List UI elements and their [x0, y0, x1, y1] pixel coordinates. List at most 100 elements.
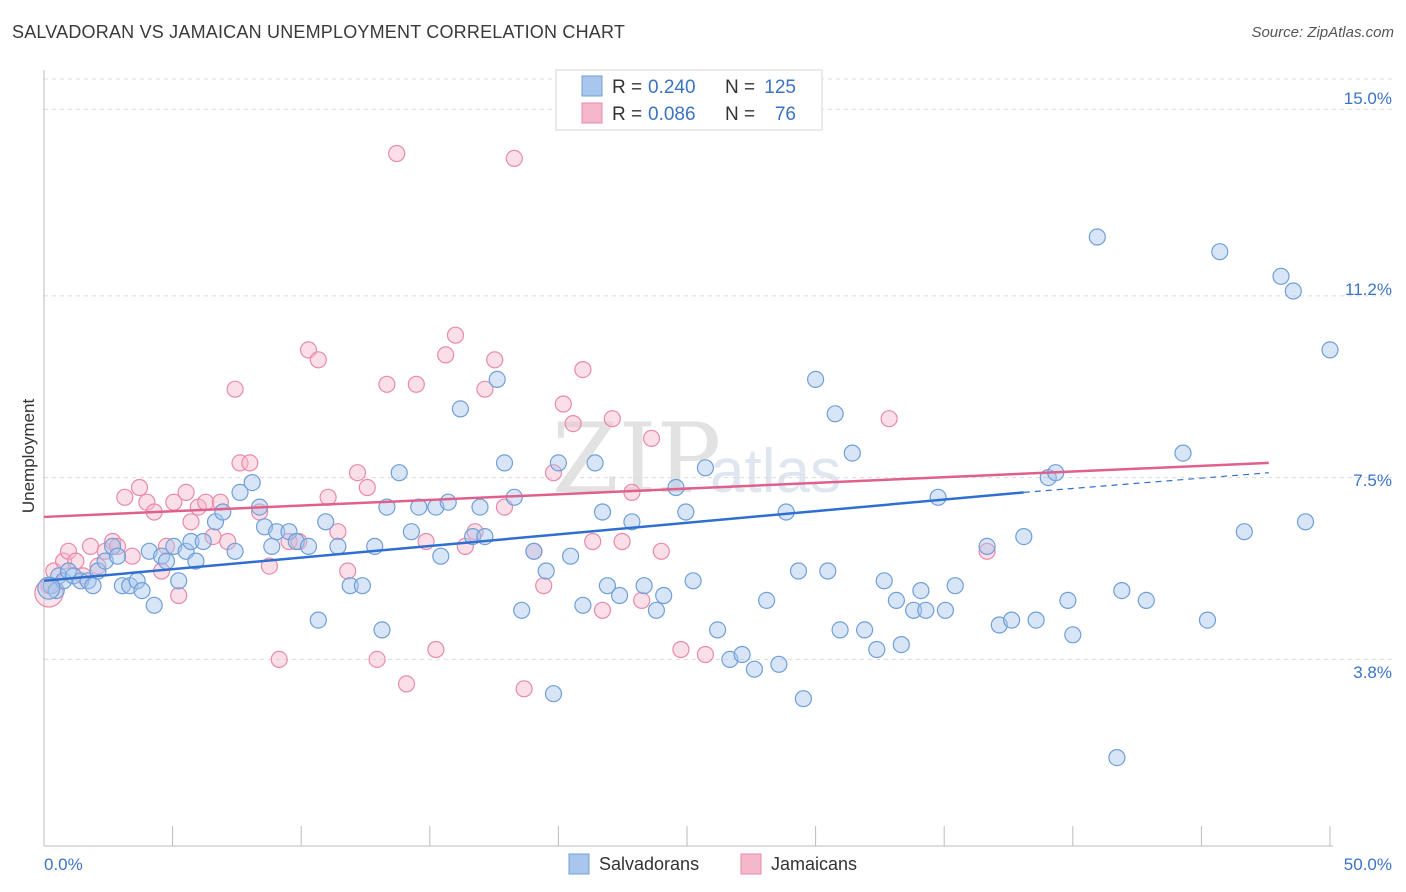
- y-tick-15: 15.0%: [1344, 89, 1392, 108]
- salvadorans-point: [561, 547, 580, 565]
- salvadorans-point: [647, 601, 666, 619]
- salvadorans-point: [770, 655, 788, 673]
- salvadorans-point: [904, 601, 923, 619]
- salvadorans-point: [145, 596, 163, 614]
- salvadorans-point: [108, 547, 127, 565]
- salvadorans-point: [471, 498, 489, 516]
- salvadorans-point: [451, 400, 469, 418]
- salvadorans-point: [1002, 611, 1021, 629]
- salvadorans-point: [182, 532, 200, 551]
- salvadorans-point: [1174, 444, 1192, 462]
- salvadorans-point: [929, 488, 947, 506]
- salvadorans-point: [1015, 527, 1033, 546]
- salvadorans-point: [574, 596, 592, 614]
- salvadorans-point: [309, 611, 327, 629]
- y-tick-11-2: 11.2%: [1345, 280, 1392, 299]
- salvadorans-point: [525, 542, 543, 560]
- jamaicans-point: [329, 523, 347, 541]
- jamaicans-point: [407, 375, 425, 393]
- salvadorans-point: [875, 572, 893, 590]
- jamaicans-point: [397, 675, 416, 693]
- jamaicans-point: [130, 478, 149, 497]
- jamaicans-point: [515, 680, 533, 698]
- salvadorans-point: [667, 478, 685, 497]
- salvadorans-point: [912, 581, 930, 600]
- salvadorans-point: [1113, 581, 1131, 600]
- salvadorans-point: [806, 370, 825, 388]
- legend-swatch-blue: [581, 75, 603, 97]
- salvadorans-point-large: [37, 576, 61, 600]
- jamaicans-point: [446, 326, 465, 344]
- salvadorans-point: [610, 586, 629, 605]
- legend-n-value-1: 125: [764, 77, 796, 98]
- chart-title: SALVADORAN VS JAMAICAN UNEMPLOYMENT CORR…: [12, 22, 626, 42]
- salvadorans-point: [1027, 611, 1045, 629]
- salvadorans-points: [37, 228, 1339, 767]
- salvadorans-point: [103, 537, 122, 556]
- jamaicans-point: [348, 464, 367, 482]
- salvadorans-point: [868, 640, 886, 659]
- jamaicans-point: [672, 640, 690, 659]
- salvadorans-point: [789, 562, 808, 580]
- salvadorans-point: [684, 572, 702, 590]
- jamaicans-point: [564, 415, 582, 433]
- salvadorans-point: [1064, 626, 1082, 644]
- salvadorans-point: [226, 542, 244, 560]
- y-tick-3-8: 3.8%: [1353, 663, 1392, 682]
- salvadorans-point: [635, 577, 653, 595]
- salvadorans-point: [432, 547, 450, 565]
- salvadorans-point: [488, 370, 506, 388]
- salvadorans-point: [410, 498, 428, 516]
- x-tick-right: 50.0%: [1344, 855, 1392, 874]
- bottom-legend-swatch-pink: [740, 853, 762, 875]
- y-axis-title: Unemployment: [19, 399, 38, 514]
- legend-r-label-2: R =: [612, 104, 642, 125]
- salvadorans-trend-extension: [1023, 472, 1269, 493]
- jamaicans-point: [170, 586, 188, 605]
- jamaicans-point: [226, 380, 244, 398]
- bottom-legend-swatch-blue: [568, 853, 590, 875]
- salvadorans-point: [353, 577, 371, 595]
- salvadorans-point: [513, 601, 531, 619]
- salvadorans-point: [677, 503, 695, 521]
- salvadorans-point: [329, 537, 347, 556]
- salvadorans-point: [733, 645, 751, 664]
- jamaicans-point: [603, 410, 621, 428]
- salvadorans-point: [855, 621, 874, 639]
- salvadorans-point: [623, 513, 641, 531]
- jamaicans-point: [123, 547, 141, 565]
- salvadorans-point: [390, 464, 408, 482]
- legend-n-value-2: 76: [775, 104, 796, 125]
- legend-n-label-2: N =: [725, 104, 755, 125]
- salvadorans-point: [794, 690, 813, 708]
- x-axis-ticks: [43, 826, 1331, 846]
- salvadorans-point: [978, 537, 996, 556]
- salvadorans-point: [231, 483, 249, 501]
- salvadorans-point: [1211, 243, 1229, 261]
- jamaicans-point: [339, 562, 357, 580]
- salvadorans-point: [170, 572, 188, 590]
- salvadorans-point: [831, 621, 849, 639]
- salvadorans-point: [745, 660, 764, 678]
- jamaicans-point: [544, 464, 563, 482]
- jamaicans-point: [880, 410, 898, 428]
- salvadorans-point: [892, 635, 910, 654]
- salvadorans-point: [214, 503, 232, 521]
- salvadorans-point: [341, 577, 359, 595]
- jamaicans-point: [437, 346, 455, 364]
- legend-swatch-pink: [581, 102, 603, 124]
- jamaicans-trend-line: [43, 461, 1269, 519]
- salvadorans-point: [1296, 513, 1315, 531]
- salvadorans-point: [317, 513, 335, 531]
- salvadorans-point: [887, 591, 906, 610]
- jamaicans-point: [368, 650, 386, 669]
- jamaicans-point: [593, 601, 612, 619]
- salvadorans-point: [1272, 267, 1290, 285]
- salvadorans-point: [777, 503, 795, 521]
- jamaicans-point: [388, 144, 406, 163]
- jamaicans-point: [554, 395, 572, 413]
- salvadorans-point: [299, 537, 318, 556]
- legend-r-value-1: 0.240: [648, 77, 696, 98]
- jamaicans-point: [633, 591, 651, 610]
- watermark-atlas: atlas: [710, 437, 841, 506]
